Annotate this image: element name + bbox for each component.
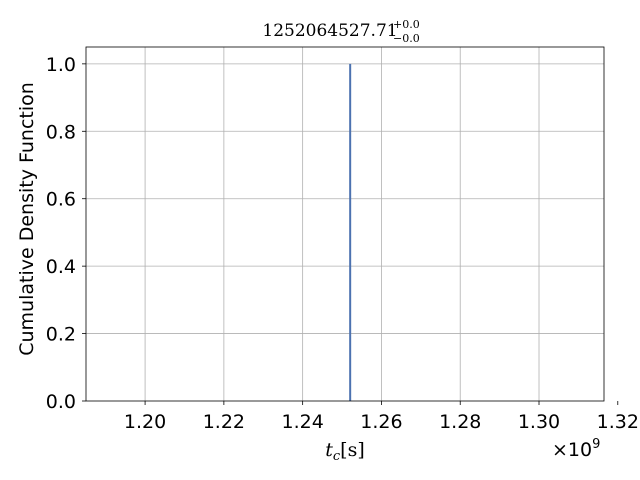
x-axis-label-subscript: c xyxy=(333,449,341,464)
title-value: 1252064527.71 xyxy=(262,21,397,41)
y-tick-label: 1.0 xyxy=(46,54,76,76)
x-axis-ticks: 1.20 1.22 1.24 1.26 1.28 1.30 1.32 xyxy=(124,401,639,433)
x-axis-label-unit: [s] xyxy=(340,439,365,461)
y-tick-label: 0.8 xyxy=(46,121,76,143)
x-axis-offset-base: ×10 xyxy=(552,439,592,461)
y-tick-label: 0.2 xyxy=(46,324,76,346)
x-tick-label: 1.30 xyxy=(518,411,560,433)
x-axis-offset-label: ×109 xyxy=(552,437,600,461)
grid-lines xyxy=(86,47,604,401)
y-axis-label: Cumulative Density Function xyxy=(16,82,38,356)
x-tick-label: 1.32 xyxy=(597,411,639,433)
y-tick-label: 0.0 xyxy=(46,391,76,413)
y-tick-label: 0.6 xyxy=(46,189,76,211)
x-axis-label-variable: t xyxy=(325,439,333,461)
y-axis-ticks: 0.0 0.2 0.4 0.6 0.8 1.0 xyxy=(46,54,86,413)
plot-area-frame xyxy=(85,46,605,402)
y-tick-label: 0.4 xyxy=(46,256,76,278)
x-axis-offset-exponent: 9 xyxy=(592,437,600,452)
title-upper-error: +0.0 xyxy=(393,18,420,31)
x-tick-label: 1.24 xyxy=(281,411,323,433)
x-tick-label: 1.22 xyxy=(203,411,245,433)
x-tick-label: 1.28 xyxy=(439,411,481,433)
chart-title: 1252064527.71 xyxy=(262,21,397,41)
x-tick-label: 1.20 xyxy=(124,411,166,433)
x-axis-label: tc[s] xyxy=(325,439,365,464)
title-lower-error: −0.0 xyxy=(393,32,420,45)
x-tick-label: 1.26 xyxy=(360,411,402,433)
